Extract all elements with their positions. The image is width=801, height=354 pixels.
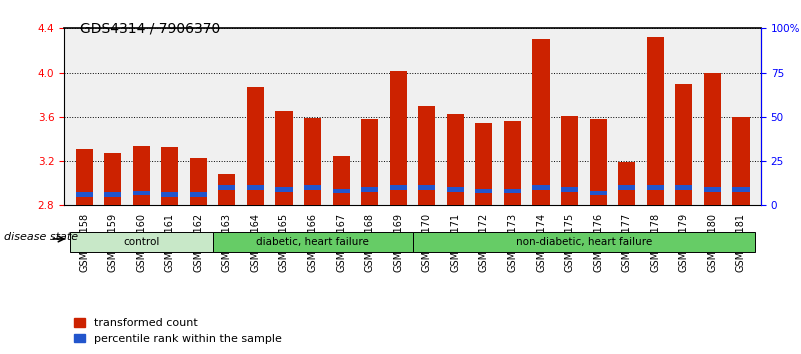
Bar (504, 189, 521, 193)
Bar (161, 147, 179, 205)
Bar (247, 87, 264, 205)
FancyBboxPatch shape (70, 232, 212, 252)
Bar (618, 162, 635, 205)
Bar (732, 117, 750, 205)
Bar (133, 191, 150, 195)
Bar (332, 155, 350, 205)
Bar (418, 106, 436, 205)
Bar (646, 37, 664, 205)
Text: non-diabetic, heart failure: non-diabetic, heart failure (516, 236, 652, 247)
Bar (590, 191, 606, 195)
Text: GDS4314 / 7906370: GDS4314 / 7906370 (80, 21, 220, 35)
Bar (190, 193, 207, 197)
Bar (247, 185, 264, 190)
Bar (133, 145, 150, 205)
Bar (389, 185, 407, 190)
Bar (646, 185, 664, 190)
Bar (590, 119, 606, 205)
Bar (732, 187, 750, 192)
Bar (104, 153, 121, 205)
Bar (304, 185, 321, 190)
Bar (190, 158, 207, 205)
Bar (219, 185, 235, 190)
Bar (447, 187, 464, 192)
Bar (704, 73, 721, 205)
Text: control: control (123, 236, 159, 247)
Bar (561, 187, 578, 192)
Bar (504, 121, 521, 205)
Bar (276, 111, 292, 205)
Bar (533, 185, 549, 190)
Bar (276, 187, 292, 192)
Bar (675, 84, 692, 205)
Bar (219, 174, 235, 205)
Bar (389, 72, 407, 205)
Bar (161, 193, 179, 197)
Text: diabetic, heart failure: diabetic, heart failure (256, 236, 369, 247)
Bar (418, 185, 436, 190)
FancyBboxPatch shape (212, 232, 413, 252)
Bar (533, 39, 549, 205)
Bar (75, 149, 93, 205)
Bar (75, 193, 93, 197)
FancyBboxPatch shape (413, 232, 755, 252)
Bar (304, 118, 321, 205)
Legend: transformed count, percentile rank within the sample: transformed count, percentile rank withi… (70, 314, 287, 348)
Bar (704, 187, 721, 192)
Bar (475, 189, 493, 193)
Bar (361, 119, 378, 205)
Bar (561, 116, 578, 205)
Bar (361, 187, 378, 192)
Bar (618, 185, 635, 190)
Bar (475, 124, 493, 205)
Bar (447, 114, 464, 205)
Bar (332, 189, 350, 193)
Text: disease state: disease state (4, 232, 78, 242)
Bar (675, 185, 692, 190)
Bar (104, 193, 121, 197)
